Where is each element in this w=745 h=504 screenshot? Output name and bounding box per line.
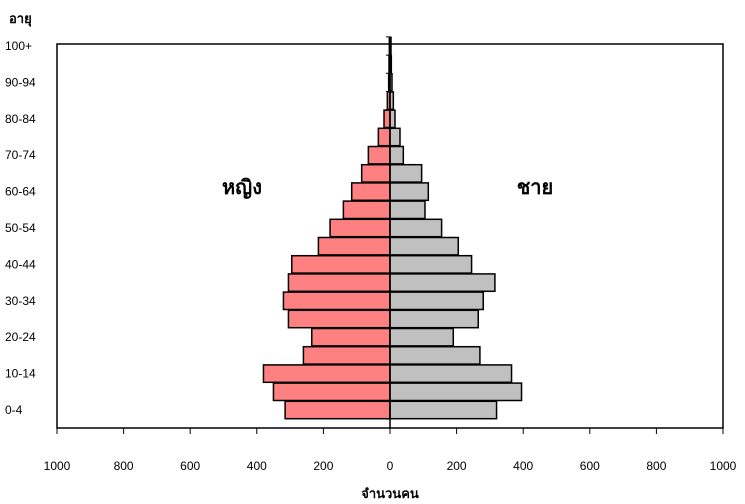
x-tick-label: 800 <box>646 459 666 473</box>
y-tick-label: 10-14 <box>5 367 36 381</box>
bar-female-40-44 <box>291 254 391 274</box>
bar-male-10-14 <box>389 364 513 384</box>
y-axis-title: อายุ <box>9 12 32 27</box>
y-tick-label: 50-54 <box>5 221 36 235</box>
bar-male-75-79 <box>389 127 401 147</box>
bar-male-25-29 <box>389 309 479 329</box>
y-tick-label: 70-74 <box>5 148 36 162</box>
bar-female-5-9 <box>272 382 391 402</box>
bar-male-0-4 <box>389 400 498 420</box>
bar-male-40-44 <box>389 254 473 274</box>
bar-male-5-9 <box>389 382 523 402</box>
bar-female-55-59 <box>342 200 391 220</box>
x-tick-label: 600 <box>180 459 200 473</box>
y-tick-label: 20-24 <box>5 330 36 344</box>
x-tick-label: 1000 <box>44 459 71 473</box>
y-tick-label: 100+ <box>5 39 32 53</box>
x-axis-ticks: 1000 800 600 400 200 0 200 400 600 800 1000 <box>44 428 737 473</box>
bar-male-15-19 <box>389 345 481 365</box>
bar-female-30-34 <box>282 291 391 311</box>
x-axis-title: จำนวนคน <box>361 486 419 502</box>
x-tick-label: 1000 <box>710 459 737 473</box>
y-axis-ticks: 0-4 10-14 20-24 30-34 40-44 50-54 60-64 70-74 80… <box>5 36 390 420</box>
bar-female-80-84 <box>383 109 391 129</box>
bar-female-75-79 <box>377 127 391 147</box>
bar-female-65-69 <box>360 163 391 183</box>
y-tick-label: 30-34 <box>5 294 36 308</box>
female-label: หญิง <box>222 175 262 199</box>
bar-male-60-64 <box>389 182 430 202</box>
x-tick-label: 0 <box>387 459 394 473</box>
y-tick-label: 40-44 <box>5 257 36 271</box>
x-tick-label: 200 <box>313 459 333 473</box>
male-bars <box>389 36 523 428</box>
bar-female-25-29 <box>287 309 391 329</box>
bar-female-50-54 <box>329 218 391 238</box>
x-tick-label: 200 <box>447 459 467 473</box>
male-label: ชาย <box>517 175 554 199</box>
bar-male-65-69 <box>389 163 423 183</box>
bar-female-35-39 <box>287 273 391 293</box>
bar-female-15-19 <box>302 345 391 365</box>
y-tick-label: 80-84 <box>5 112 36 126</box>
bar-female-0-4 <box>284 400 391 420</box>
y-tick-label: 90-94 <box>5 75 36 89</box>
bar-male-70-74 <box>389 145 405 165</box>
x-tick-label: 400 <box>247 459 267 473</box>
x-tick-label: 600 <box>580 459 600 473</box>
x-tick-label: 400 <box>513 459 533 473</box>
y-tick-label: 0-4 <box>5 403 23 417</box>
bar-female-10-14 <box>262 364 391 384</box>
bar-female-20-24 <box>310 327 391 347</box>
bar-female-45-49 <box>317 236 391 256</box>
bar-male-55-59 <box>389 200 426 220</box>
y-tick-label: 60-64 <box>5 185 36 199</box>
bar-female-70-74 <box>367 145 391 165</box>
bar-male-30-34 <box>389 291 484 311</box>
bar-female-60-64 <box>350 182 391 202</box>
x-tick-label: 800 <box>114 459 134 473</box>
bar-male-50-54 <box>389 218 443 238</box>
bar-male-35-39 <box>389 273 496 293</box>
bar-male-45-49 <box>389 236 460 256</box>
bar-male-20-24 <box>389 327 455 347</box>
